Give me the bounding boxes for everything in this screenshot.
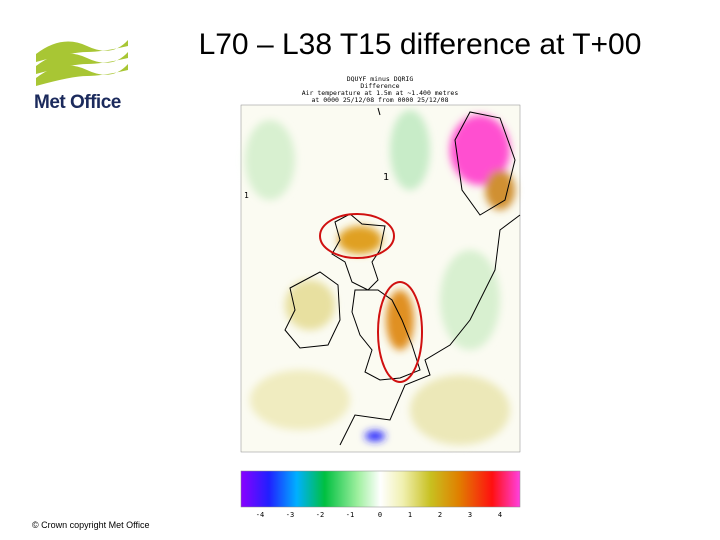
colorbar-label: 2 bbox=[438, 511, 442, 519]
field-shading bbox=[245, 110, 515, 445]
colorbar-label: 0 bbox=[378, 511, 382, 519]
colorbar bbox=[240, 470, 521, 508]
map-annotation: 1 bbox=[383, 172, 389, 183]
map-annotation: 1 bbox=[244, 191, 249, 200]
footer: © Crown copyright Met Office bbox=[32, 520, 150, 530]
colorbar-label: -2 bbox=[316, 511, 324, 519]
highlight-ellipse bbox=[377, 281, 423, 383]
highlight-ellipse bbox=[319, 213, 395, 259]
map-header-line: at 0000 25/12/08 from 0000 25/12/08 bbox=[311, 96, 449, 104]
map-header-line: Difference bbox=[360, 82, 400, 90]
map-header-line: Air temperature at 1.5m at ~1.400 metres bbox=[301, 89, 459, 97]
colorbar-label: -1 bbox=[346, 511, 354, 519]
colorbar-label: 1 bbox=[408, 511, 412, 519]
colorbar-label: -3 bbox=[286, 511, 294, 519]
map-header: DQUYF minus DQRIG Difference Air tempera… bbox=[280, 76, 480, 104]
coastlines bbox=[284, 107, 521, 446]
logo-waves bbox=[36, 40, 128, 86]
colorbar-label: 4 bbox=[498, 511, 502, 519]
colorbar-label: -4 bbox=[256, 511, 264, 519]
logo-text: Met Office bbox=[34, 92, 121, 113]
colorbar-label: 3 bbox=[468, 511, 472, 519]
slide-title: L70 – L38 T15 difference at T+00 bbox=[198, 28, 642, 61]
map-header-line: DQUYF minus DQRIG bbox=[346, 75, 414, 83]
